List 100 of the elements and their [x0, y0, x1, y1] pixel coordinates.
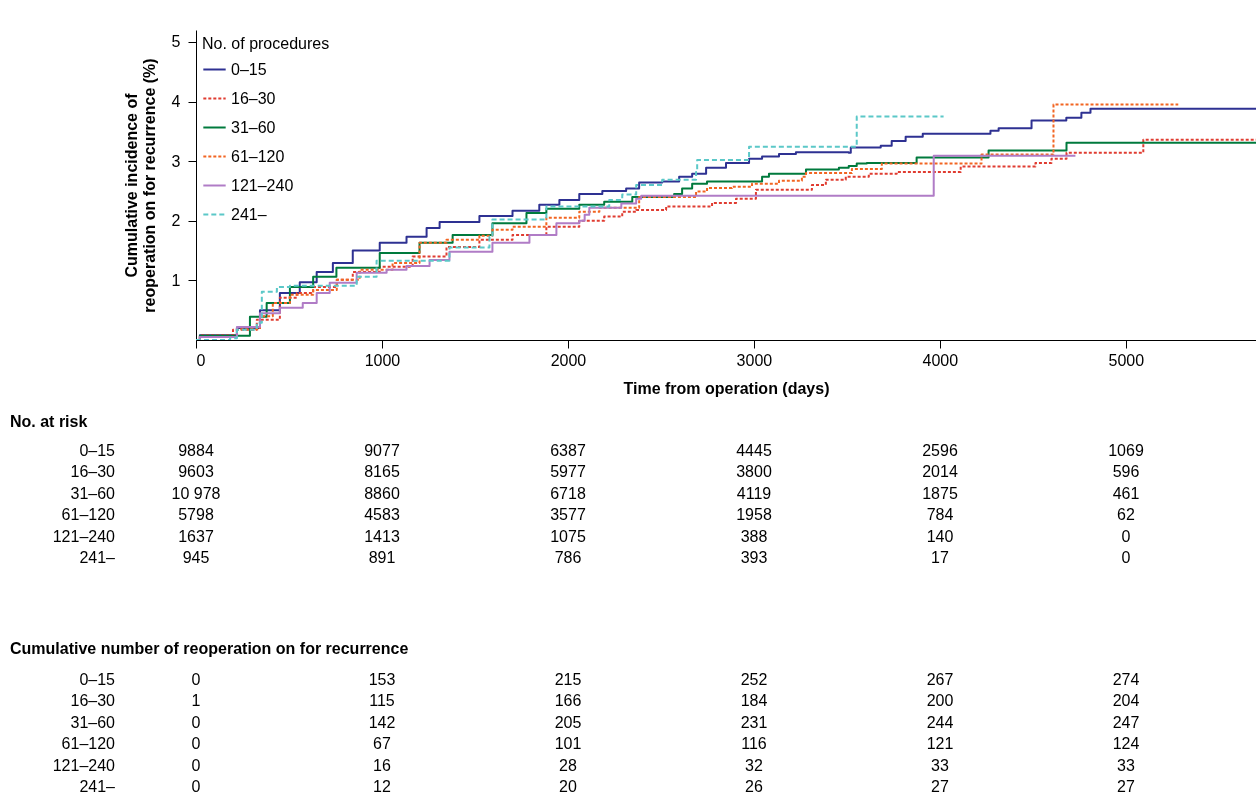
text: 4583 [364, 506, 400, 524]
text: 2014 [922, 463, 958, 481]
legend-label: 16–30 [231, 89, 276, 107]
text: 596 [1112, 463, 1140, 481]
text: 241– [79, 778, 116, 796]
text: 393 [740, 549, 768, 567]
text: 0 [1121, 527, 1131, 545]
x-axis-title: Time from operation (days) [623, 379, 830, 397]
legend-label: 31–60 [231, 118, 276, 136]
text: 0 [191, 735, 201, 753]
legend-label: 241– [231, 205, 267, 223]
x-tick-label: 2000 [550, 351, 587, 369]
text: 241– [79, 549, 116, 567]
text: 16–30 [70, 692, 116, 710]
y-tick-label: 5 [171, 33, 181, 51]
text: 6718 [550, 484, 586, 502]
text: 184 [740, 692, 768, 710]
text: 116 [741, 735, 767, 753]
text: 0 [1121, 549, 1131, 567]
text: 461 [1112, 484, 1140, 502]
text: 1958 [736, 506, 772, 524]
text: 9077 [364, 441, 400, 459]
text: 215 [554, 670, 582, 688]
text: 121–240 [52, 527, 116, 545]
x-tick-label: 1000 [364, 351, 401, 369]
text: 1875 [922, 484, 958, 502]
text: 8165 [364, 463, 400, 481]
text: 61–120 [61, 506, 116, 524]
text: 153 [368, 670, 396, 688]
text: 0 [191, 670, 201, 688]
text: 1075 [550, 527, 586, 545]
text: 32 [745, 756, 763, 774]
text: 784 [926, 506, 954, 524]
text: Cumulative number of reoperation on for recurrence [10, 640, 409, 657]
text: 67 [373, 735, 391, 753]
text: 0 [191, 756, 201, 774]
text: 33 [1117, 756, 1135, 774]
text: 62 [1117, 506, 1135, 524]
text: 124 [1112, 735, 1140, 753]
x-tick-label: 3000 [736, 351, 773, 369]
text: 166 [554, 692, 582, 710]
text: 1637 [178, 527, 214, 545]
legend-label: 61–120 [231, 147, 285, 165]
text: 5798 [178, 506, 214, 524]
text: 33 [931, 756, 949, 774]
text: 388 [740, 527, 768, 545]
text: 1 [191, 692, 201, 710]
text: 244 [926, 713, 954, 731]
text: 267 [926, 670, 954, 688]
text: 205 [554, 713, 582, 731]
text: 3800 [736, 463, 772, 481]
text: 1413 [364, 527, 400, 545]
text: 17 [931, 549, 949, 567]
text: 0 [191, 713, 201, 731]
text: 4445 [736, 441, 772, 459]
text: 27 [931, 778, 949, 796]
text: 28 [559, 756, 577, 774]
text: 115 [369, 692, 395, 710]
y-tick-label: 3 [171, 152, 181, 170]
text: 26 [745, 778, 763, 796]
legend-label: 121–240 [231, 176, 294, 194]
text: 4119 [736, 484, 772, 502]
text: 16 [373, 756, 391, 774]
y-axis-title: Cumulative incidence of reoperation on for recurrence (%) [122, 58, 158, 313]
text: 16–30 [70, 463, 116, 481]
text: 31–60 [70, 713, 116, 731]
text: 9884 [178, 441, 214, 459]
legend-label: 0–15 [231, 60, 267, 78]
text: 10 978 [171, 484, 221, 502]
text: 27 [1117, 778, 1135, 796]
text: 121–240 [52, 756, 116, 774]
text: 20 [559, 778, 577, 796]
text: 0–15 [79, 670, 116, 688]
text: 252 [740, 670, 768, 688]
text: 6387 [550, 441, 586, 459]
text: 101 [554, 735, 582, 753]
text: 200 [926, 692, 954, 710]
text: 8860 [364, 484, 400, 502]
x-tick-label: 5000 [1108, 351, 1145, 369]
text: 1069 [1108, 441, 1144, 459]
text: 2596 [922, 441, 958, 459]
text: 891 [368, 549, 396, 567]
text: 9603 [178, 463, 214, 481]
text: 5977 [550, 463, 586, 481]
y-tick-label: 1 [171, 271, 181, 289]
x-tick-label: 0 [196, 351, 206, 369]
text: 786 [554, 549, 582, 567]
text: 142 [368, 713, 396, 731]
y-tick-label: 4 [171, 93, 181, 111]
text: 31–60 [70, 484, 116, 502]
text: 12 [373, 778, 391, 796]
text: 140 [926, 527, 954, 545]
text: 0–15 [79, 441, 116, 459]
text: 61–120 [61, 735, 116, 753]
text: 121 [926, 735, 954, 753]
y-tick-label: 2 [171, 212, 181, 230]
text: 231 [740, 713, 768, 731]
x-tick-label: 4000 [922, 351, 959, 369]
text: 247 [1112, 713, 1140, 731]
text: 274 [1112, 670, 1140, 688]
